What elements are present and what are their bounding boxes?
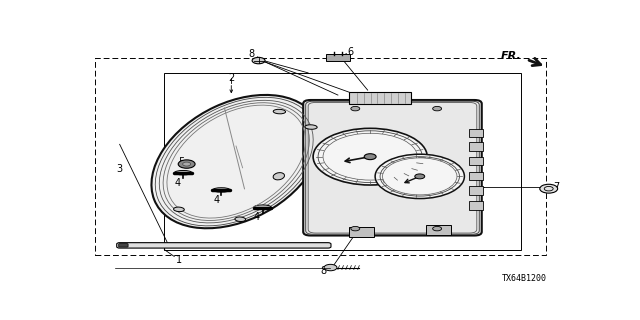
- Ellipse shape: [152, 95, 321, 228]
- Ellipse shape: [305, 125, 317, 129]
- FancyBboxPatch shape: [118, 244, 128, 247]
- FancyBboxPatch shape: [326, 54, 350, 61]
- Text: 7: 7: [553, 182, 559, 192]
- Circle shape: [324, 264, 337, 271]
- FancyBboxPatch shape: [349, 227, 374, 237]
- FancyBboxPatch shape: [308, 102, 477, 233]
- FancyBboxPatch shape: [469, 142, 483, 150]
- FancyBboxPatch shape: [426, 225, 451, 235]
- Bar: [164, 73, 522, 250]
- FancyBboxPatch shape: [306, 101, 479, 234]
- Circle shape: [313, 128, 428, 185]
- FancyBboxPatch shape: [116, 243, 331, 248]
- Text: TX64B1200: TX64B1200: [501, 274, 547, 283]
- Ellipse shape: [173, 207, 184, 212]
- Circle shape: [364, 154, 376, 160]
- FancyBboxPatch shape: [469, 172, 483, 180]
- Ellipse shape: [273, 172, 285, 180]
- Circle shape: [375, 154, 465, 198]
- FancyBboxPatch shape: [303, 100, 482, 236]
- Text: 3: 3: [116, 164, 123, 174]
- Circle shape: [351, 107, 360, 111]
- Text: 4: 4: [213, 195, 220, 205]
- Circle shape: [540, 184, 557, 193]
- Ellipse shape: [273, 109, 285, 114]
- FancyBboxPatch shape: [469, 129, 483, 137]
- Circle shape: [433, 227, 442, 231]
- Bar: [95, 58, 547, 255]
- Text: 4: 4: [253, 212, 260, 222]
- Text: 8: 8: [248, 49, 254, 60]
- Ellipse shape: [254, 205, 271, 209]
- Text: 4: 4: [174, 178, 180, 188]
- Text: 5: 5: [179, 156, 185, 167]
- Ellipse shape: [175, 171, 192, 175]
- FancyBboxPatch shape: [349, 92, 412, 104]
- Text: FR.: FR.: [500, 51, 522, 61]
- Text: 6: 6: [348, 47, 353, 57]
- Text: 2: 2: [228, 73, 234, 83]
- Ellipse shape: [235, 217, 246, 221]
- Text: 1: 1: [176, 255, 182, 265]
- Ellipse shape: [212, 188, 230, 192]
- FancyBboxPatch shape: [469, 201, 483, 210]
- Text: 8: 8: [320, 266, 326, 276]
- FancyBboxPatch shape: [469, 187, 483, 195]
- Circle shape: [351, 227, 360, 231]
- Circle shape: [178, 160, 195, 168]
- Circle shape: [433, 107, 442, 111]
- FancyBboxPatch shape: [469, 157, 483, 165]
- Circle shape: [252, 57, 265, 64]
- Circle shape: [415, 174, 425, 179]
- Circle shape: [182, 162, 191, 166]
